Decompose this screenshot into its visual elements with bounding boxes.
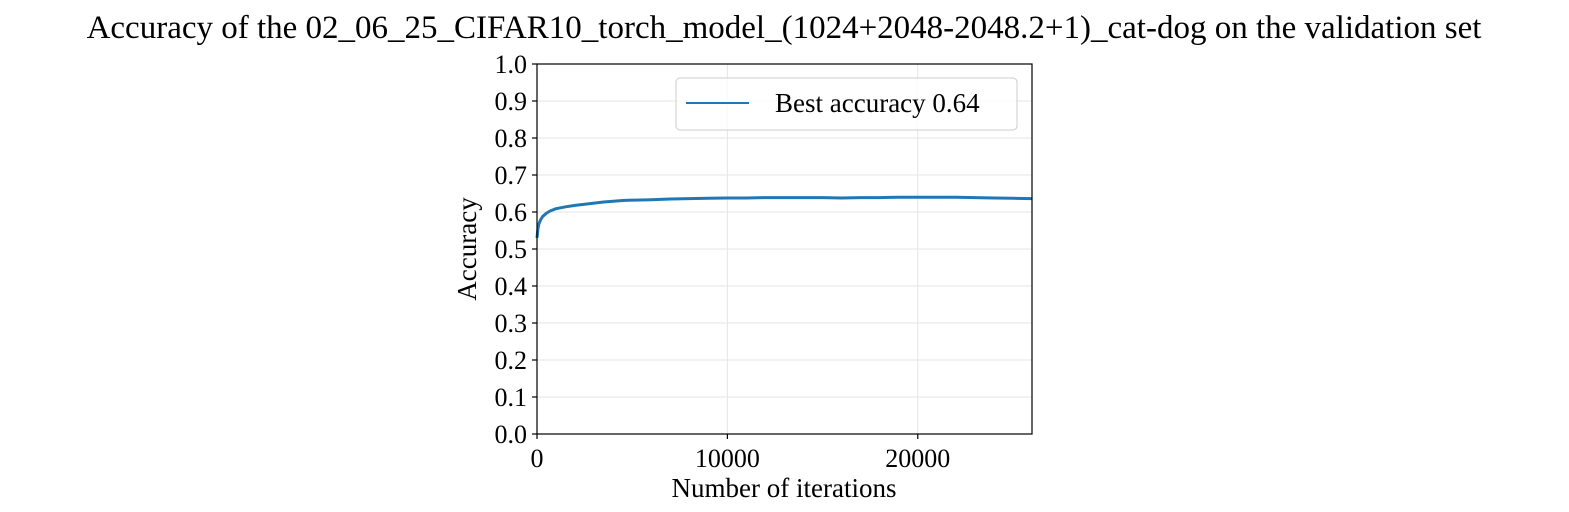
x-tick-label: 0 xyxy=(531,444,544,473)
axis-ticks: 0.0 0.1 0.2 0.3 0.4 0.5 0.6 0.7 0.8 0.9 1.0 0 10000 2… xyxy=(495,50,951,473)
legend: Best accuracy 0.64 xyxy=(675,77,1018,131)
y-tick-label: 0.8 xyxy=(495,124,528,153)
y-axis-label: Accuracy xyxy=(452,197,482,301)
series-line xyxy=(535,195,1033,239)
y-tick-label: 0.1 xyxy=(495,383,528,412)
y-tick-label: 0.0 xyxy=(495,420,528,449)
y-tick-label: 0.3 xyxy=(495,309,528,338)
series-layer xyxy=(535,195,1033,239)
legend-label: Best accuracy 0.64 xyxy=(775,88,980,118)
x-tick-label: 20000 xyxy=(885,444,950,473)
y-tick-label: 0.2 xyxy=(495,346,528,375)
legend-box xyxy=(675,77,1018,131)
x-tick-label: 10000 xyxy=(695,444,760,473)
y-tick-label: 0.6 xyxy=(495,198,528,227)
y-tick-label: 0.9 xyxy=(495,87,528,116)
x-axis-label: Number of iterations xyxy=(672,473,897,503)
y-tick-label: 1.0 xyxy=(495,50,528,79)
y-tick-label: 0.7 xyxy=(495,161,528,190)
y-tick-label: 0.4 xyxy=(495,272,528,301)
y-tick-label: 0.5 xyxy=(495,235,528,264)
chart-title: Accuracy of the 02_06_25_CIFAR10_torch_m… xyxy=(87,10,1482,46)
